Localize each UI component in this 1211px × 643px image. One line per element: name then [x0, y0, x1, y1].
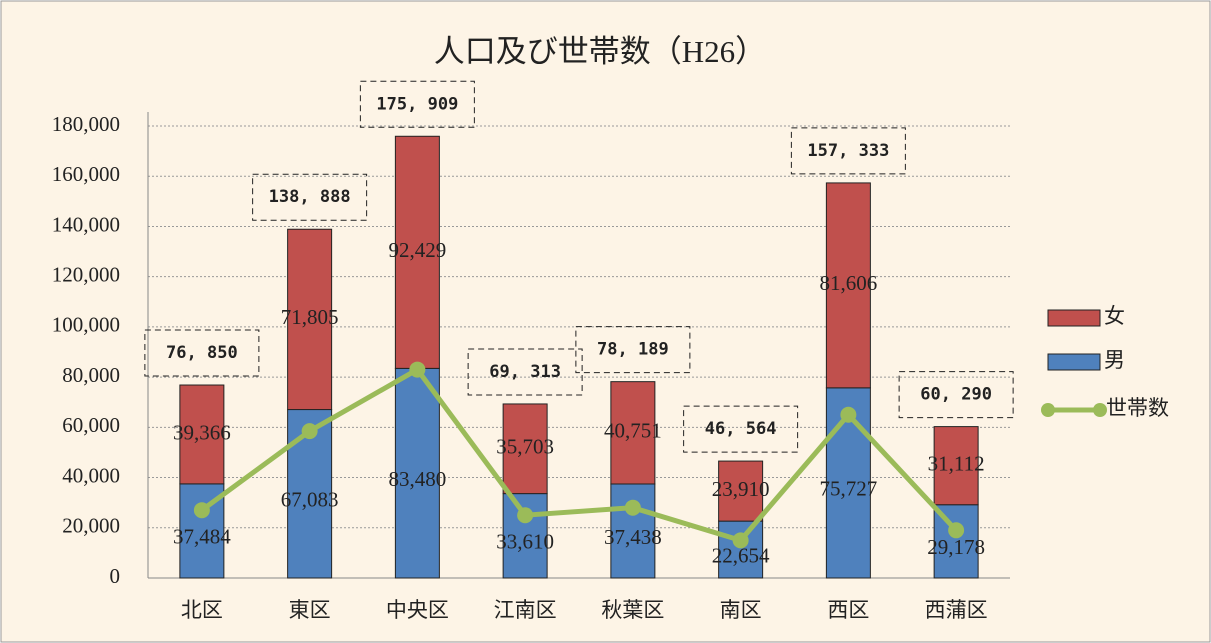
legend-label: 世帯数 — [1106, 396, 1169, 420]
total-label: 76, 850 — [166, 343, 238, 363]
line-point — [948, 522, 965, 539]
y-tick-label: 80,000 — [62, 363, 120, 387]
line — [200, 366, 958, 544]
line-point — [624, 499, 641, 516]
line-point — [840, 406, 857, 423]
y-tick-label: 60,000 — [62, 413, 120, 437]
line-point — [193, 502, 210, 519]
data-label: 37,484 — [173, 525, 231, 549]
bar-segment — [394, 367, 440, 579]
legend-swatch — [1047, 309, 1101, 327]
line-point — [409, 361, 426, 378]
legend-label: 女 — [1104, 304, 1125, 328]
data-label: 75,727 — [820, 477, 878, 501]
total-label: 69, 313 — [489, 362, 561, 382]
bar-segment — [394, 135, 440, 369]
data-label: 37,438 — [604, 525, 662, 549]
y-tick-label: 100,000 — [52, 313, 120, 337]
x-tick-label: 江南区 — [494, 598, 557, 622]
legend-swatch — [1047, 353, 1101, 371]
line-point — [301, 423, 318, 440]
y-tick-label: 160,000 — [52, 162, 120, 186]
y-tick-label: 20,000 — [62, 514, 120, 538]
data-label: 92,429 — [389, 238, 447, 262]
bar-segment — [933, 426, 979, 506]
x-tick-label: 南区 — [720, 598, 762, 622]
x-tick-label: 秋葉区 — [601, 598, 664, 622]
data-label: 40,751 — [604, 419, 662, 443]
data-label: 39,366 — [173, 420, 231, 444]
data-label: 81,606 — [820, 271, 878, 295]
legend-label: 男 — [1104, 348, 1125, 372]
bar-segment — [718, 460, 764, 522]
y-tick-label: 40,000 — [62, 463, 120, 487]
bar-segment — [610, 381, 656, 485]
line-point — [517, 507, 534, 524]
total-label: 138, 888 — [269, 187, 351, 207]
data-label: 31,112 — [928, 451, 985, 475]
bar-segment — [287, 228, 333, 411]
y-tick-label: 0 — [110, 564, 121, 588]
data-label: 67,083 — [281, 488, 339, 512]
total-label: 157, 333 — [807, 141, 889, 161]
x-tick-label: 中央区 — [386, 598, 449, 622]
chart-title: 人口及び世帯数（H26） — [434, 34, 766, 69]
bar-segment — [179, 384, 225, 485]
legend-point — [1041, 403, 1055, 417]
bar-segment — [718, 520, 764, 579]
y-tick-label: 180,000 — [52, 112, 120, 136]
y-tick-label: 120,000 — [52, 262, 120, 286]
data-label: 83,480 — [389, 467, 447, 491]
data-label: 33,610 — [496, 530, 554, 554]
x-tick-label: 東区 — [289, 598, 331, 622]
data-label: 23,910 — [712, 477, 770, 501]
x-tick-label: 北区 — [181, 598, 223, 622]
legend-point — [1093, 403, 1107, 417]
y-tick-label: 140,000 — [52, 212, 120, 236]
total-label: 175, 909 — [376, 94, 458, 114]
total-label: 78, 189 — [597, 340, 669, 360]
data-label: 35,703 — [496, 435, 554, 459]
bar-segment — [825, 182, 871, 389]
bar-segment — [502, 403, 548, 495]
total-label: 46, 564 — [705, 419, 777, 439]
data-label: 29,178 — [927, 535, 985, 559]
total-label: 60, 290 — [920, 385, 992, 405]
x-tick-label: 西区 — [827, 598, 869, 622]
data-label: 71,805 — [281, 305, 339, 329]
x-tick-label: 西蒲区 — [925, 598, 988, 622]
line-point — [732, 532, 749, 549]
